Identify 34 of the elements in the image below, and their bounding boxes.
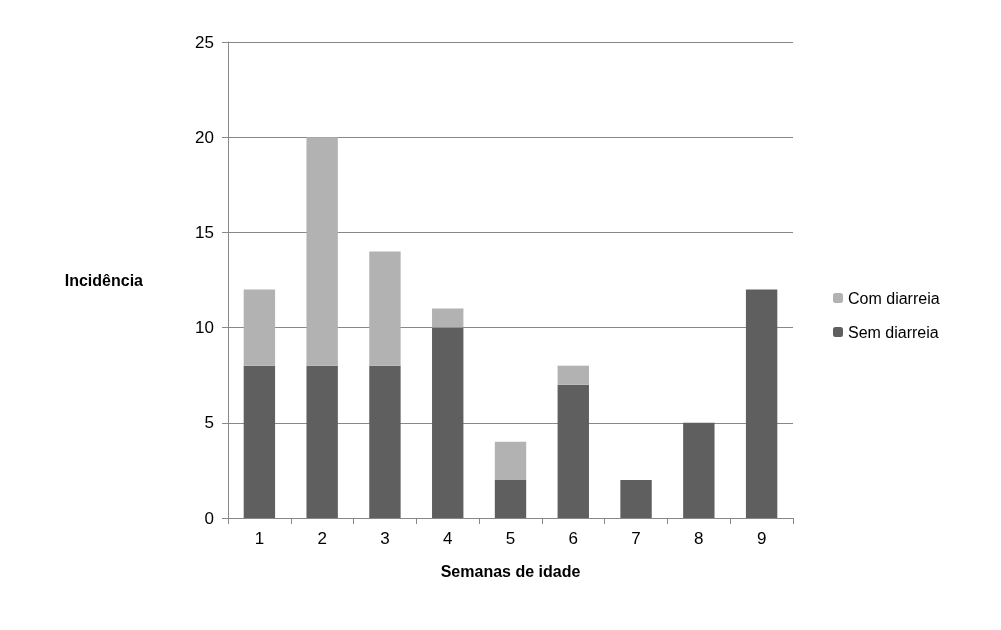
x-tick-label: 4 — [442, 529, 453, 548]
bar — [306, 365, 338, 518]
y-tick-label: 15 — [195, 222, 214, 242]
x-tick-label: 5 — [505, 529, 516, 548]
x-tick-label: 2 — [317, 529, 327, 548]
bar — [369, 251, 401, 366]
x-tick-label: 8 — [694, 529, 704, 548]
bar — [306, 137, 338, 366]
x-tick-label: 9 — [756, 529, 767, 548]
bar — [432, 308, 464, 328]
bar — [243, 289, 276, 366]
legend-label: Com diarreia — [848, 289, 940, 307]
x-tick-label: 6 — [568, 529, 579, 548]
bar — [369, 365, 401, 518]
y-tick-label: 25 — [195, 32, 214, 52]
bar — [243, 365, 276, 518]
x-tick-label: 1 — [254, 529, 265, 548]
y-tick-label: 10 — [195, 318, 214, 338]
bar — [557, 384, 589, 518]
y-tick-label: 5 — [204, 413, 214, 433]
bar — [745, 289, 778, 518]
y-tick-label: 0 — [204, 508, 214, 528]
bar — [432, 327, 464, 518]
y-tick-label: 20 — [195, 127, 214, 147]
x-tick-label: 3 — [380, 529, 390, 548]
x-axis-title: Semanas de idade — [440, 562, 581, 580]
bar — [620, 479, 652, 518]
x-tick-label: 7 — [631, 529, 641, 548]
bar — [557, 365, 589, 385]
y-axis-title: Incidência — [64, 271, 144, 289]
bar — [683, 422, 715, 518]
bar — [494, 479, 527, 518]
legend-label: Sem diarreia — [848, 323, 939, 341]
bar — [494, 441, 527, 480]
